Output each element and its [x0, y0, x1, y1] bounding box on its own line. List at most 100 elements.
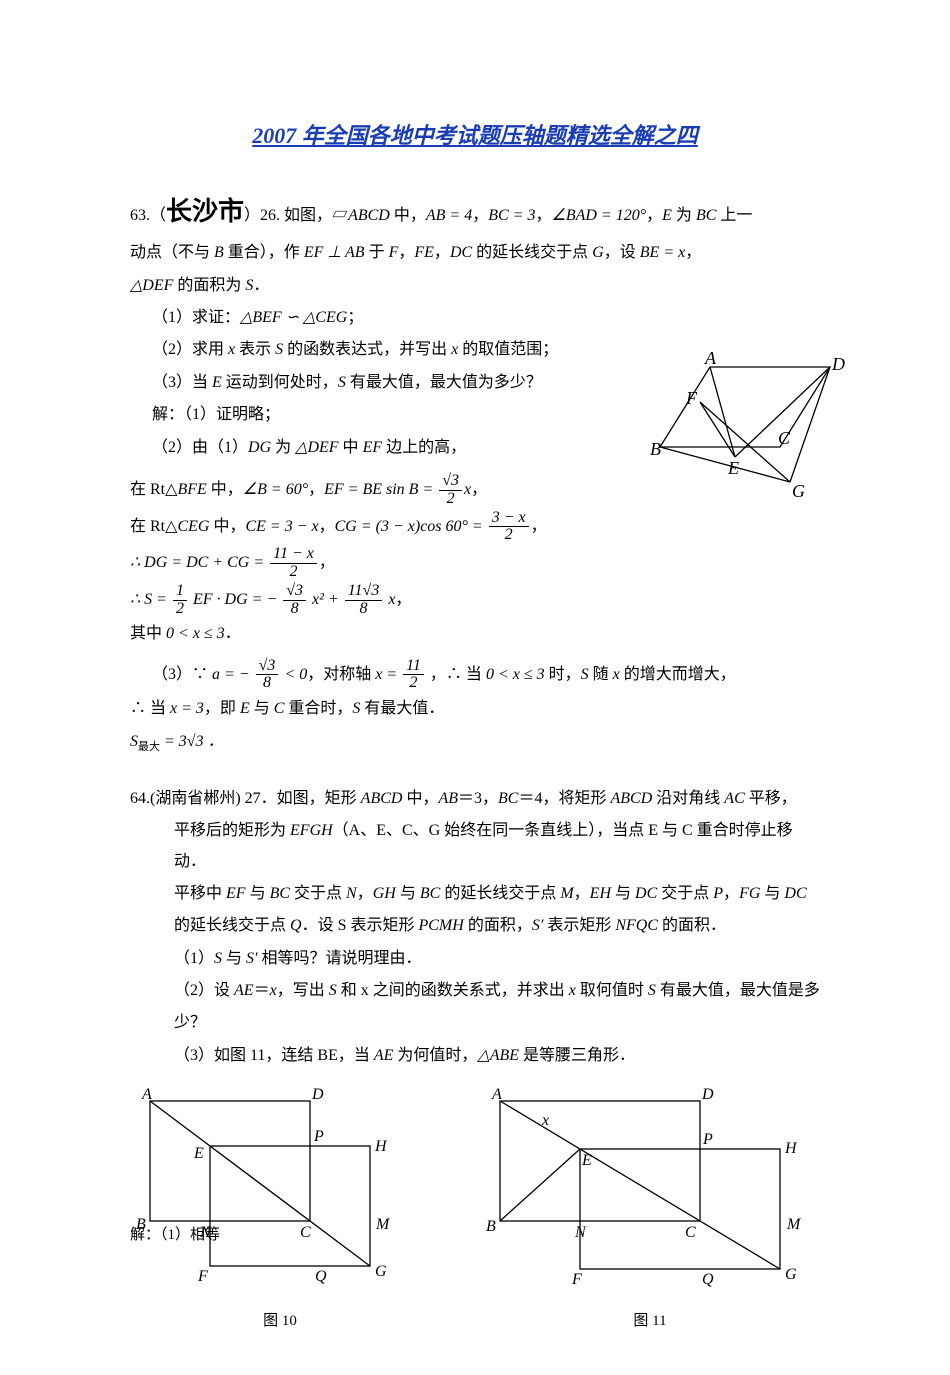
t: ，: [646, 207, 662, 224]
t: ，即: [204, 700, 240, 717]
t: 动点（不与: [130, 244, 214, 261]
t: 与: [246, 885, 270, 902]
t: S: [214, 950, 222, 967]
t: ∴ S =: [130, 591, 167, 608]
t: ＝3，: [458, 790, 498, 807]
t: EF: [363, 439, 383, 456]
t: 0 < x ≤ 3: [486, 666, 545, 683]
t: 中，: [402, 790, 438, 807]
lbl: D: [311, 1086, 324, 1103]
t: BC: [420, 885, 440, 902]
t: △DEF: [130, 277, 173, 294]
lbl: P: [702, 1131, 713, 1148]
frac: 3 − x2: [489, 510, 529, 545]
t: CEG: [177, 517, 209, 534]
t: 取何值时: [576, 982, 648, 999]
t: （1）: [174, 950, 214, 967]
t: ，: [319, 517, 335, 534]
t: 的延长线交于点: [440, 885, 560, 902]
t: AE: [374, 1047, 394, 1064]
t: BE = x: [640, 244, 685, 261]
q64-l2: 平移后的矩形为 EFGH（A、E、C、G 始终在同一条直线上），当点 E 与 C…: [130, 816, 820, 877]
lbl: E: [581, 1152, 592, 1169]
t: 为: [672, 207, 696, 224]
t: ，: [319, 554, 335, 571]
t: S: [581, 666, 589, 683]
t: BC: [498, 790, 518, 807]
t: FG: [739, 885, 760, 902]
t: 与: [760, 885, 784, 902]
t: △ABE: [477, 1047, 519, 1064]
t: 交于点: [657, 885, 713, 902]
t: AC: [724, 790, 744, 807]
t: （3）当: [152, 374, 212, 391]
lbl: A: [491, 1086, 502, 1103]
t: 中，: [209, 517, 245, 534]
t: Q: [290, 917, 302, 934]
fig11-caption: 图 11: [480, 1307, 820, 1336]
t: 0 < x ≤ 3: [166, 625, 225, 642]
t: x: [270, 982, 277, 999]
t: 平移后的矩形为: [174, 822, 290, 839]
t: ∠B = 60°: [243, 481, 308, 498]
t: √3: [256, 658, 279, 676]
t: F: [389, 244, 399, 261]
frac: 112: [403, 658, 424, 693]
t: 沿对角线: [652, 790, 724, 807]
lbl-D: D: [831, 354, 845, 374]
t: N: [346, 885, 357, 902]
lbl: Q: [702, 1271, 714, 1288]
t: DC: [784, 885, 806, 902]
t: E: [240, 700, 250, 717]
t: （1）求证：: [152, 309, 240, 326]
q64-sol: 解：（1）相等: [130, 1221, 220, 1250]
t: 其中: [130, 625, 166, 642]
t: ．: [225, 625, 241, 642]
t: 中: [339, 439, 363, 456]
t: ，: [308, 481, 324, 498]
t: ，写出: [277, 982, 329, 999]
t: S′: [532, 917, 544, 934]
t: 2: [173, 601, 187, 618]
t: ＝: [254, 982, 270, 999]
t: 的面积．: [658, 917, 726, 934]
t: 在 Rt△: [130, 517, 177, 534]
q64-l3: 平移中 EF 与 BC 交于点 N，GH 与 BC 的延长线交于点 M，EH 与…: [130, 879, 820, 909]
q63-concl-3: （3）∵ a = − √38 < 0，对称轴 x = 112 ，∴ 当 0 < …: [130, 658, 820, 693]
t: 8: [283, 601, 306, 618]
t: 有最大值．: [360, 700, 444, 717]
t: ABCD: [611, 790, 653, 807]
t: 11 − x: [270, 546, 317, 564]
q64-p2b: 少？: [130, 1008, 820, 1038]
t: E: [212, 374, 222, 391]
q64-l4: 的延长线交于点 Q．设 S 表示矩形 PCMH 的面积，S′ 表示矩形 NFQC…: [130, 911, 820, 941]
lbl-G: G: [792, 481, 805, 501]
t: ，设: [604, 244, 640, 261]
t: （2）求用: [152, 341, 228, 358]
t: S′: [246, 950, 258, 967]
t: x² +: [312, 591, 339, 608]
t: △DEF: [295, 439, 338, 456]
t: 为: [271, 439, 295, 456]
t: 11√3: [345, 583, 383, 601]
q63-abcd: ABCD: [348, 207, 390, 224]
t: ，: [531, 517, 547, 534]
frac: √38: [283, 583, 306, 618]
lbl: E: [193, 1145, 204, 1162]
t: ．设 S 表示矩形: [302, 917, 419, 934]
t: DC: [635, 885, 657, 902]
t: 和 x 之间的函数关系式，并求出: [337, 982, 569, 999]
t: ，: [395, 591, 411, 608]
t: EF ⊥ AB: [304, 244, 365, 261]
t: 3 − x: [489, 510, 529, 528]
lbl: B: [486, 1218, 496, 1235]
t: （3）如图 11，连结 BE，当: [174, 1047, 374, 1064]
t: ，: [434, 244, 450, 261]
q63-num: 63.（: [130, 207, 166, 224]
t: P: [713, 885, 723, 902]
t: 的延长线交于点: [174, 917, 290, 934]
t: 的增大而增大，: [620, 666, 736, 683]
lbl: Q: [315, 1268, 327, 1285]
t: √3: [439, 473, 462, 491]
t: BC: [696, 207, 716, 224]
